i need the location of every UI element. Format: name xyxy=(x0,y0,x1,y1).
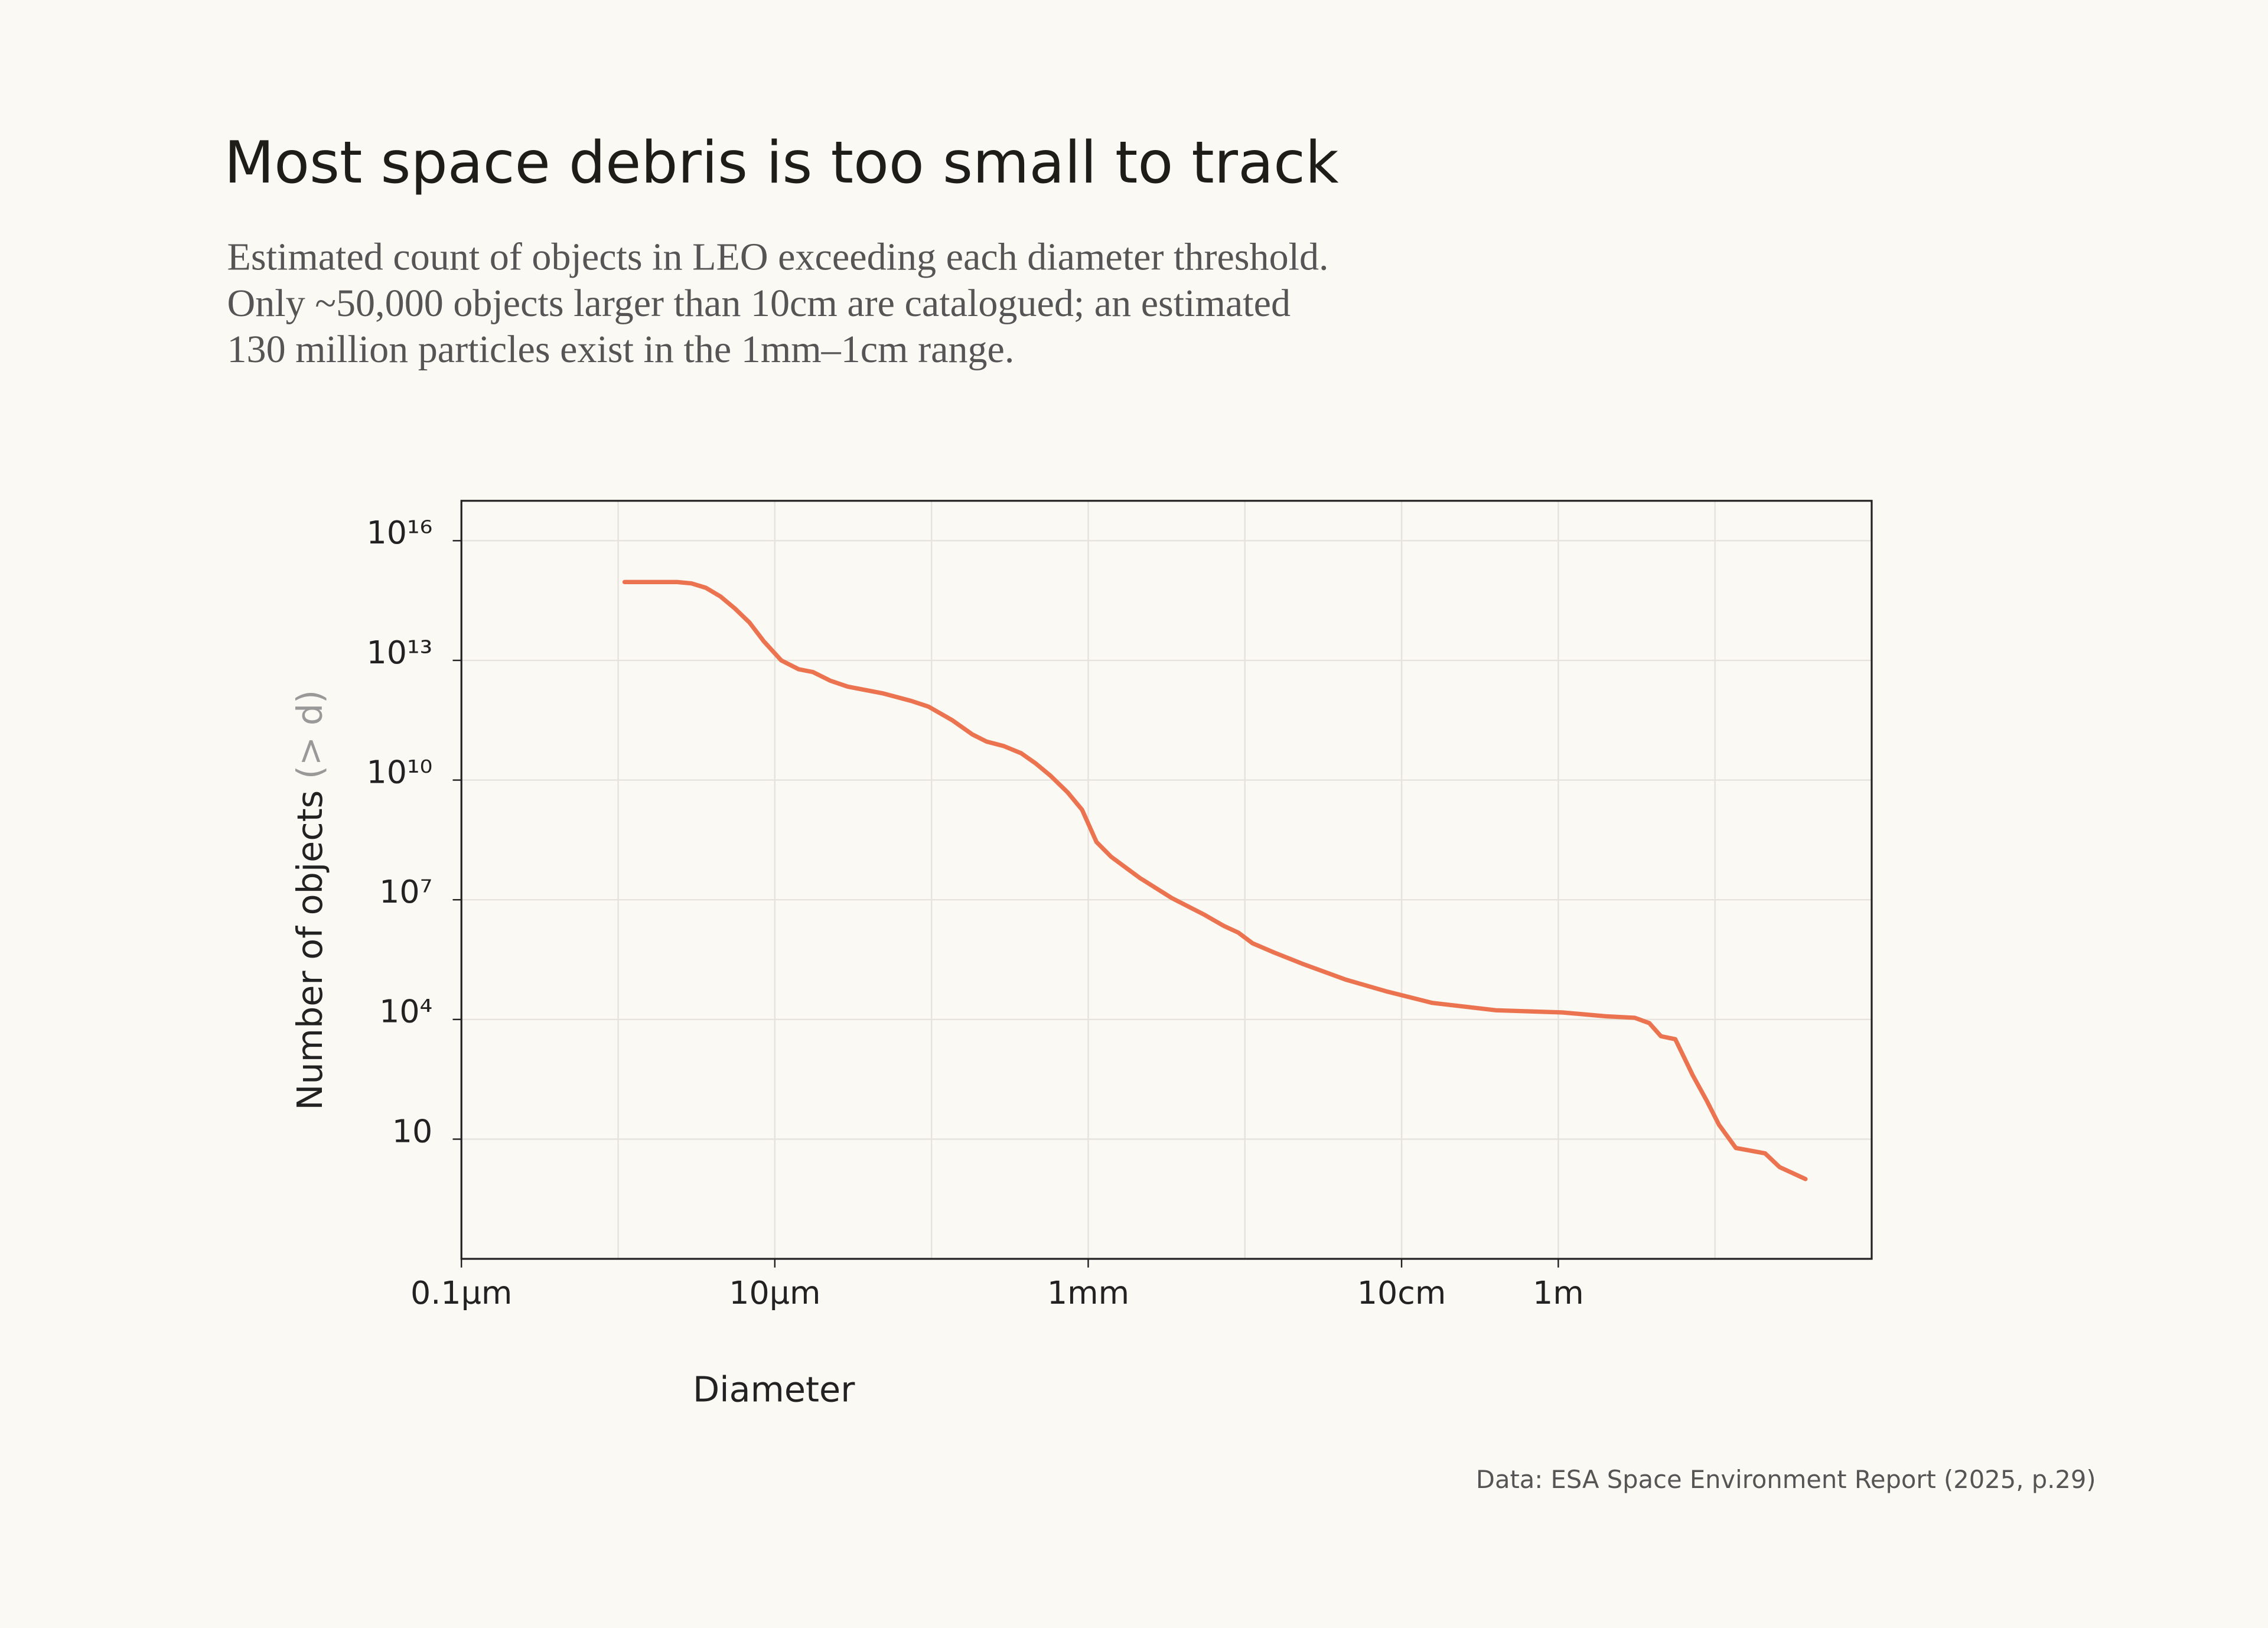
source: Data: ESA Space Environment Report (2025… xyxy=(1476,1465,2096,1494)
x-tick-label: 0.1µm xyxy=(410,1274,512,1311)
subtitle: Only ~50,000 objects larger than 10cm ar… xyxy=(227,282,1291,325)
y-tick-label: 10⁴ xyxy=(379,993,432,1030)
x-tick-label: 10cm xyxy=(1357,1274,1446,1311)
x-tick-label: 10µm xyxy=(729,1274,820,1311)
x-tick-label: 1mm xyxy=(1047,1274,1129,1311)
y-axis-label: Number of objects (> d) xyxy=(289,690,330,1111)
plot-frame xyxy=(460,500,1873,1260)
y-tick-label: 10¹³ xyxy=(367,634,433,671)
y-tick-label: 10 xyxy=(392,1112,433,1150)
y-tick-label: 10¹⁰ xyxy=(367,753,433,790)
chart-title: Most space debris is too small to track xyxy=(224,129,1339,197)
x-tick-label: 1m xyxy=(1533,1274,1584,1311)
data-line xyxy=(622,579,1808,1181)
y-axis-label-main: Number of objects xyxy=(289,790,330,1111)
plot-area: 0.1µm 10µm 1mm 10cm 1m 10 10⁴ 10⁷ 10¹⁰ 10¹³ 10¹⁶ xyxy=(367,500,1873,1311)
subtitle: Estimated count of objects in LEO exceed… xyxy=(227,235,1328,278)
x-axis-label: Diameter xyxy=(693,1369,855,1409)
y-tick-label: 10¹⁶ xyxy=(367,514,433,551)
y-tick-label: 10⁷ xyxy=(379,873,432,910)
subtitle: 130 million particles exist in the 1mm–1… xyxy=(227,328,1014,371)
y-axis-label-note: (> d) xyxy=(289,690,330,779)
